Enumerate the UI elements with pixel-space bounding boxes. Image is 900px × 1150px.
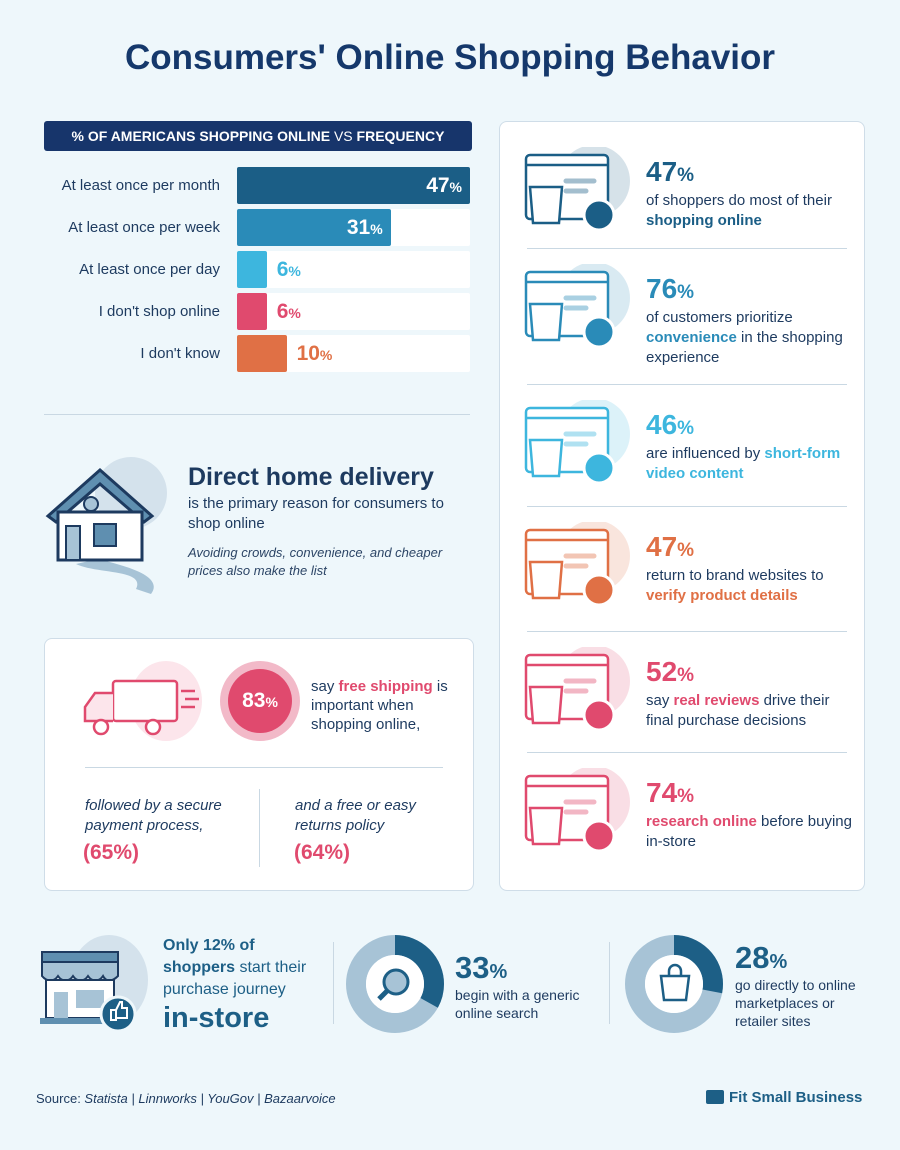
search-pct: 33 [455,950,490,985]
secure-payment-text: followed by a secure payment process, [85,797,222,834]
divider [527,248,847,249]
divider [527,752,847,753]
stat-item: 76% of customers prioritize convenience … [646,273,843,367]
bar-track: 47% [237,167,470,204]
stat-item: 47% of shoppers do most of their shoppin… [646,156,832,230]
bar-row: At least once per week 31% [44,209,472,246]
returns-text: and a free or easy returns policy [295,797,416,834]
stat-check-icon [524,264,630,349]
bar-label: At least once per day [79,261,220,278]
stat-thumb-icon [524,768,630,853]
stat-item: 46% are influenced by short-form video c… [646,409,841,483]
stat-item: 74% research online before buying in-sto… [646,777,852,851]
shipping-text: say free shipping is important when shop… [311,678,448,733]
shopping-bag-icon [659,963,691,1002]
page-title: Consumers' Online Shopping Behavior [124,38,776,77]
bar-label: I don't know [140,345,220,362]
bar-value: 6% [276,300,301,323]
marketplace-donut [625,935,723,1033]
instore-text: Only 12% of shoppers start their purchase… [163,937,307,1034]
bar-track: 31% [237,209,470,246]
source: Source: Statista | Linnworks | YouGov | … [36,1091,336,1106]
returns-value: (64%) [294,841,351,864]
stat-item: 47% return to brand websites to verify p… [646,531,824,605]
bar-value: 47% [426,174,462,197]
bar-track: 10% [237,335,470,372]
bar [237,209,391,246]
store-icon [40,951,137,1033]
bar-value: 10% [296,342,333,365]
stat-check-icon [524,522,630,607]
bar-value: 6% [276,258,301,281]
bar-row: At least once per day 6% [44,251,472,288]
bar-label: At least once per week [68,219,220,236]
bar-row: I don't know 10% [44,335,472,372]
briefcase-icon [706,1090,724,1104]
bar [237,167,470,204]
divider [527,631,847,632]
donut-fill [346,935,444,1033]
bar [237,335,287,372]
magnifier-icon [377,968,410,1001]
bar-label: At least once per month [61,177,220,194]
bar-label: I don't shop online [98,303,220,320]
secure-payment-value: (65%) [83,841,140,864]
market-text: go directly to online marketplaces or re… [735,977,856,1029]
divider [527,384,847,385]
market-pct: 28 [735,940,770,975]
bar-row: At least once per month 47% [44,167,472,204]
chart-header: % OF AMERICANS SHOPPING ONLINE VS FREQUE… [44,121,472,151]
divider [527,506,847,507]
pct-circle: 83% [220,661,300,741]
bar-track: 6% [237,251,470,288]
search-text: begin with a generic online search [455,987,580,1021]
bar-value: 31% [346,216,383,239]
shipping-card: 83% say free shipping is important when … [44,638,474,891]
stat-star-icon [524,647,630,732]
brand-logo: Fit Small Business [706,1089,862,1106]
donut-fill [625,935,723,1033]
delivery-text: is the primary reason for consumers to s… [188,495,444,532]
stat-dollar-icon [524,147,630,232]
delivery-heading: Direct home delivery [188,463,434,491]
house-icon [45,467,155,594]
divider [44,414,470,415]
stat-item: 52% say real reviews drive their final p… [646,656,830,730]
stat-heart-icon [524,400,630,485]
bar-row: I don't shop online 6% [44,293,472,330]
bar [237,293,267,330]
truck-icon [83,679,199,736]
bar [237,251,267,288]
bar-track: 6% [237,293,470,330]
delivery-note: Avoiding crowds, convenience, and cheape… [188,545,443,578]
